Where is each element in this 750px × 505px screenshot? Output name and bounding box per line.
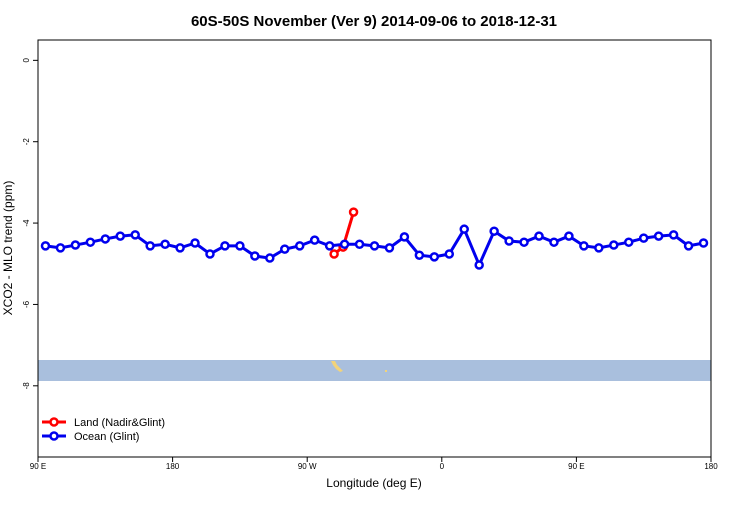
point <box>683 241 694 251</box>
point <box>609 240 619 250</box>
point <box>175 243 185 253</box>
point <box>55 243 66 253</box>
point <box>329 249 339 259</box>
point <box>145 241 155 251</box>
x-tick-label: 180 <box>166 462 180 471</box>
point <box>579 241 589 251</box>
point <box>459 224 469 234</box>
point <box>549 237 559 247</box>
plot-frame <box>37 39 712 458</box>
legend-marker <box>49 417 59 427</box>
point <box>399 232 410 242</box>
point <box>564 231 574 241</box>
point <box>100 234 111 244</box>
point <box>474 260 484 270</box>
legend-marker <box>49 431 59 441</box>
point <box>115 231 126 241</box>
point <box>205 249 215 259</box>
point <box>348 207 359 217</box>
y-axis-label: XCO2 - MLO trend (ppm) <box>1 181 15 316</box>
x-axis-label: Longitude (deg E) <box>326 476 421 490</box>
legend-label: Land (Nadir&Glint) <box>74 417 165 429</box>
y-tick-label: -6 <box>22 300 31 308</box>
x-tick-label: 180 <box>704 462 718 471</box>
legend-label: Ocean (Glint) <box>74 431 139 443</box>
y-tick-label: -8 <box>22 382 31 390</box>
point <box>354 239 365 249</box>
point <box>384 243 395 253</box>
y-tick-label: 0 <box>22 58 31 63</box>
chart-title: 60S-50S November (Ver 9) 2014-09-06 to 2… <box>191 13 557 30</box>
y-tick-label: -2 <box>22 138 31 146</box>
point <box>70 240 81 250</box>
point <box>594 243 604 253</box>
point <box>265 253 275 263</box>
point <box>130 230 140 240</box>
point <box>534 231 544 241</box>
point <box>339 239 350 249</box>
map-strip <box>38 360 711 381</box>
x-tick-label: 90 W <box>298 462 317 471</box>
point <box>235 241 245 251</box>
point <box>280 244 290 254</box>
point <box>414 250 425 260</box>
point <box>294 241 305 251</box>
point <box>489 226 499 236</box>
point <box>444 249 455 259</box>
point <box>85 237 96 247</box>
point <box>519 237 529 247</box>
point <box>623 237 634 247</box>
point <box>668 230 679 240</box>
point <box>250 251 260 261</box>
point <box>638 233 649 243</box>
point <box>429 252 440 262</box>
point <box>324 241 335 251</box>
point <box>504 236 514 246</box>
x-tick-label: 90 E <box>30 462 46 471</box>
x-tick-label: 0 <box>440 462 445 471</box>
point <box>190 238 200 248</box>
point <box>698 238 709 248</box>
point <box>309 235 320 245</box>
point <box>160 239 170 249</box>
y-tick-label: -4 <box>22 219 31 227</box>
point <box>40 241 51 251</box>
point <box>220 241 230 251</box>
point <box>369 241 380 251</box>
point <box>653 231 664 241</box>
x-tick-label: 90 E <box>568 462 584 471</box>
